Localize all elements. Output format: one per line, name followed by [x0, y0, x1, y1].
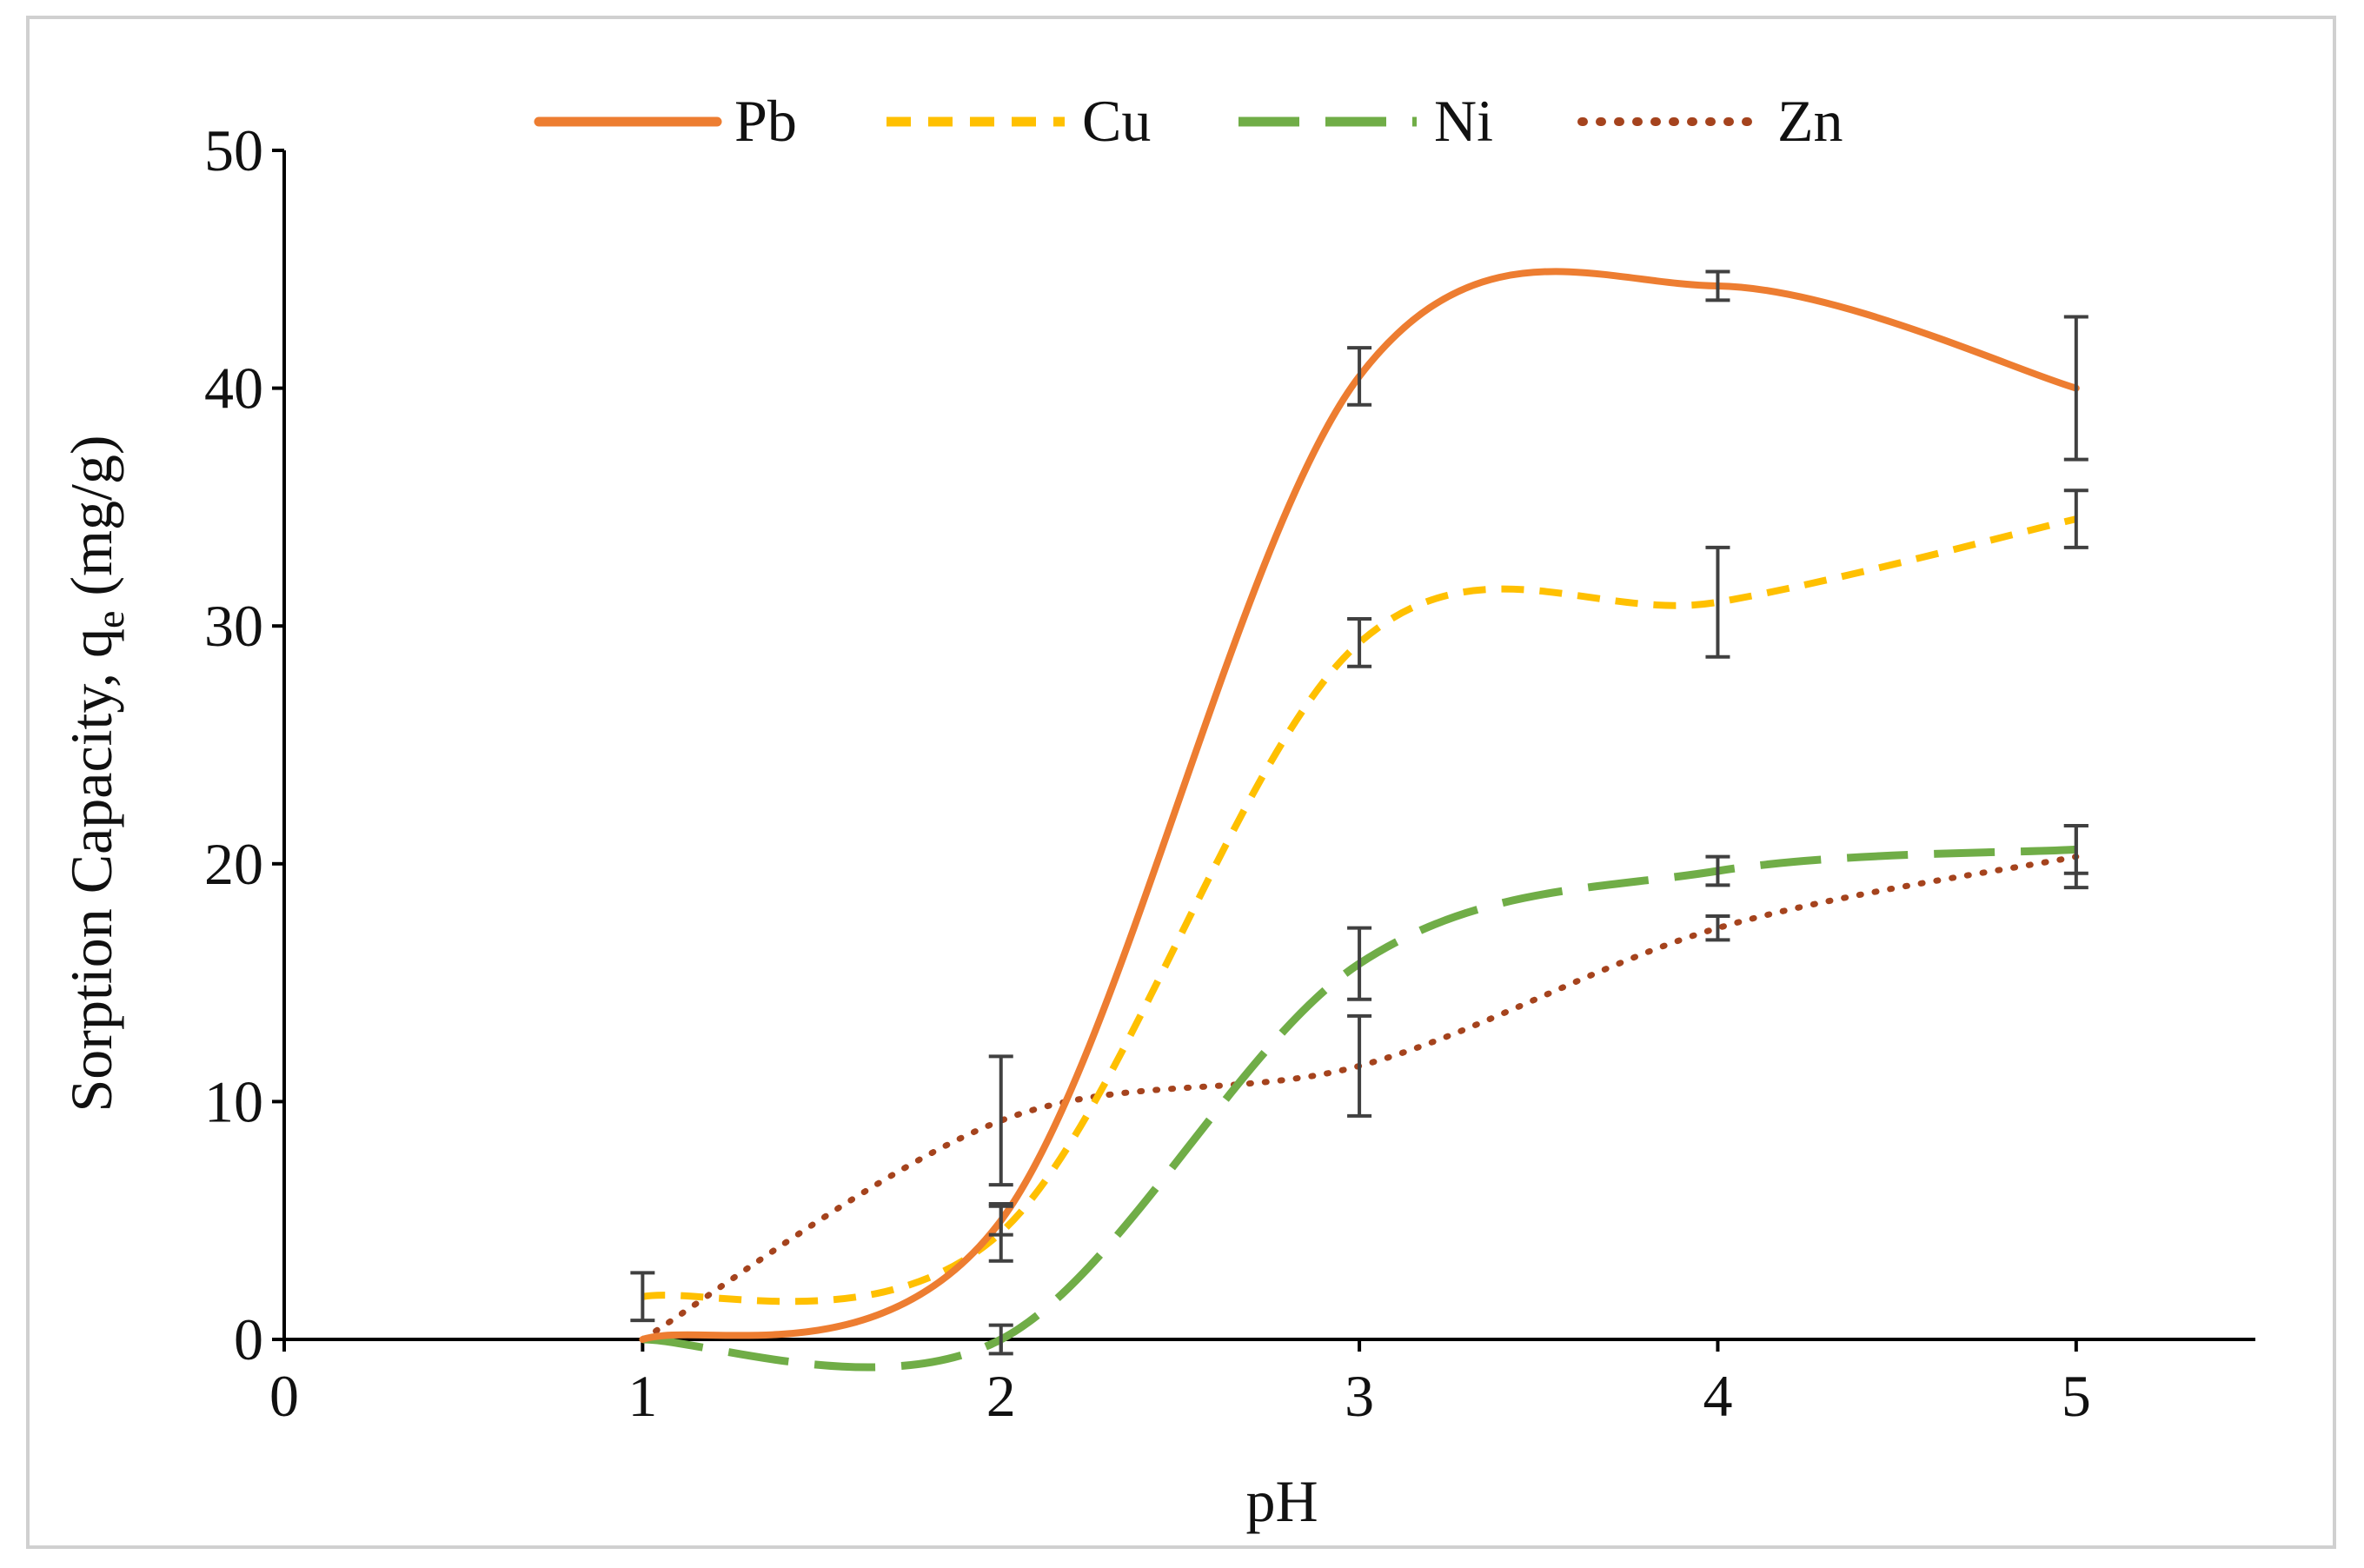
x-tick-label: 3	[1345, 1363, 1374, 1429]
y-axis-label-unit: (mg/g)	[58, 435, 124, 610]
x-tick-label: 5	[2062, 1363, 2091, 1429]
error-bar-zn	[1347, 1013, 1372, 1118]
error-bar-pb	[2063, 315, 2088, 462]
y-tick-label: 0	[234, 1306, 263, 1372]
legend: Pb Cu Ni Zn	[534, 88, 1843, 154]
y-tick-label: 30	[204, 593, 263, 659]
error-bar-cu	[2063, 488, 2088, 549]
chart-frame	[26, 16, 2336, 1549]
x-tick-label: 2	[986, 1363, 1016, 1429]
y-axis-label: Sorption Capacity, qe (mg/g)	[58, 435, 132, 1112]
series-line-cu	[641, 515, 2077, 1306]
error-bar-cu	[1347, 616, 1372, 668]
x-tick-label: 0	[269, 1363, 299, 1429]
legend-label-zn: Zn	[1777, 88, 1843, 154]
error-bar-zn	[988, 1054, 1013, 1187]
x-tick-label: 1	[628, 1363, 657, 1429]
legend-label-ni: Ni	[1434, 88, 1493, 154]
legend-label-pb: Pb	[734, 88, 797, 154]
error-bar-zn	[1705, 914, 1730, 942]
error-bar-pb	[1705, 269, 1730, 302]
error-bars	[630, 269, 2088, 1356]
axis-ticks: 0 10 20 30 40 50 0 1 2 3 4 5	[204, 117, 2091, 1429]
x-tick-label: 4	[1703, 1363, 1732, 1429]
error-bar-ni	[1347, 926, 1372, 1001]
x-axis-label: pH	[1245, 1468, 1318, 1534]
error-bar-ni	[988, 1323, 1013, 1356]
y-axis-label-main: Sorption Capacity, q	[58, 628, 124, 1113]
error-bar-cu	[630, 1271, 655, 1323]
series-lines	[639, 268, 2080, 1372]
y-tick-label: 20	[204, 831, 263, 897]
series-line-pb	[639, 268, 2080, 1343]
error-bar-zn	[2063, 824, 2088, 890]
error-bar-pb	[1347, 346, 1372, 407]
legend-label-cu: Cu	[1082, 88, 1151, 154]
error-bar-cu	[988, 1202, 1013, 1263]
error-bar-cu	[1705, 545, 1730, 659]
y-tick-label: 10	[204, 1068, 263, 1134]
y-axis-label-subscript: e	[88, 611, 132, 628]
error-bar-ni	[1705, 854, 1730, 887]
y-tick-label: 50	[204, 117, 263, 183]
y-tick-label: 40	[204, 355, 263, 422]
